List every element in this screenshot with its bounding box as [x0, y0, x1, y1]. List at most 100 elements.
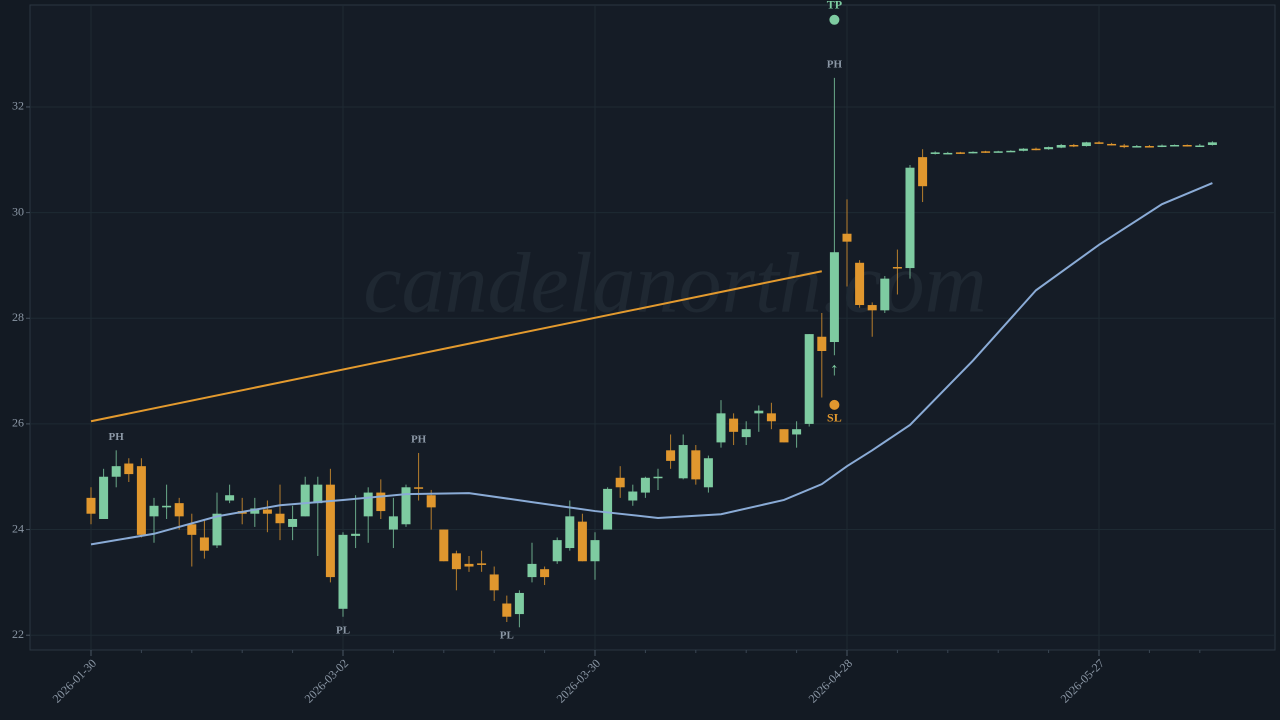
marker-dot [829, 399, 840, 410]
candle-body [1182, 144, 1192, 147]
candle-body [288, 518, 298, 527]
candle-body [351, 533, 361, 536]
marker-label: TP [827, 0, 842, 12]
candle-body [716, 413, 726, 443]
candle-body [628, 491, 638, 501]
candle-body [653, 476, 663, 479]
marker-label: SL [827, 411, 842, 425]
candle-body [275, 513, 285, 524]
candle-body [842, 233, 852, 242]
candle-body [1006, 150, 1016, 153]
candle-body [162, 505, 172, 508]
candle-body [565, 516, 575, 549]
candle-body [867, 305, 877, 311]
candle-body [943, 152, 953, 155]
candle-body [477, 563, 487, 565]
candle-body [779, 429, 789, 443]
candle-body [300, 484, 310, 517]
candle-body [187, 524, 197, 535]
candle-body [502, 603, 512, 617]
candle-body [905, 167, 915, 269]
candle-body [993, 151, 1003, 153]
candle-body [363, 492, 373, 517]
candle-body [1170, 144, 1180, 147]
candle-body [262, 509, 272, 514]
candle-body [918, 157, 928, 187]
candle-body [552, 540, 562, 562]
candle-body [817, 336, 827, 352]
marker-dot [829, 14, 840, 25]
pivot-label: PL [500, 630, 514, 642]
candle-body [325, 484, 335, 578]
candle-body [464, 563, 474, 567]
candle-body [313, 484, 323, 504]
candle-body [124, 463, 134, 475]
candle-body [527, 563, 537, 578]
candle-body [1018, 148, 1028, 151]
candle-body [111, 466, 121, 477]
candle-body [426, 495, 436, 508]
candle-body [678, 445, 688, 479]
y-tick-label: 24 [12, 521, 24, 535]
watermark: candelanorth.com [363, 235, 986, 331]
candle-body [401, 487, 411, 525]
candle-body [741, 429, 751, 438]
pivot-label: PH [827, 58, 843, 70]
candle-body [1094, 142, 1104, 144]
candle-body [955, 152, 965, 154]
y-tick-label: 30 [12, 204, 24, 218]
candle-body [99, 476, 109, 519]
candle-body [376, 492, 386, 512]
candle-body [1031, 148, 1041, 151]
candle-body [414, 487, 424, 489]
signal-arrow: ↑ [830, 359, 839, 379]
candle-body [981, 151, 991, 153]
candle-body [754, 410, 764, 414]
candle-body [1119, 145, 1129, 148]
candle-body [855, 262, 865, 306]
candle-body [451, 553, 461, 570]
y-tick-label: 22 [12, 627, 24, 641]
candle-body [577, 521, 587, 562]
line-series [90, 182, 1213, 546]
y-tick-label: 26 [12, 416, 24, 430]
candle-body [603, 488, 613, 530]
candle-body [174, 503, 184, 517]
candle-body [792, 429, 802, 435]
candle-body [1107, 143, 1117, 146]
pivot-label: PL [336, 624, 350, 636]
candle-body [540, 569, 550, 578]
candle-body [1157, 145, 1167, 148]
candle-body [1056, 144, 1066, 148]
candle-body [590, 540, 600, 562]
pivot-label: PH [411, 433, 427, 445]
candle-body [615, 477, 625, 488]
candle-body [892, 267, 902, 269]
candle-body [703, 458, 713, 488]
candle-body [225, 495, 235, 501]
candle-body [829, 252, 839, 343]
candle-body [804, 334, 814, 424]
candle-body [1069, 144, 1079, 147]
candle-body [212, 513, 222, 546]
candle-body [1195, 145, 1205, 148]
candle-body [199, 537, 209, 551]
candle-body [1132, 146, 1142, 148]
candle-body [640, 477, 650, 493]
y-tick-label: 28 [12, 310, 24, 324]
candle-body [136, 466, 146, 535]
candle-body [666, 450, 676, 461]
candle-body [86, 497, 96, 514]
candle-body [338, 534, 348, 609]
candle-body [729, 418, 739, 432]
candle-body [388, 516, 398, 530]
candle-body [1207, 142, 1217, 145]
candle-body [766, 413, 776, 422]
candle-body [968, 151, 978, 154]
candle-body [489, 574, 499, 591]
candle-body [439, 529, 449, 562]
plot-area [29, 4, 1276, 651]
candle-body [930, 152, 940, 154]
